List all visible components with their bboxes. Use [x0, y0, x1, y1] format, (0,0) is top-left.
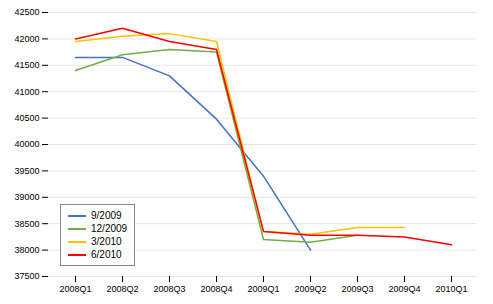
svg-text:39500: 39500	[14, 166, 39, 176]
svg-text:2009Q1: 2009Q1	[247, 284, 279, 294]
svg-text:42000: 42000	[14, 34, 39, 44]
svg-text:38000: 38000	[14, 245, 39, 255]
html-text:12/2009: 12/2009	[91, 223, 128, 234]
html-text:3/2010: 3/2010	[91, 236, 122, 247]
svg-text:40000: 40000	[14, 139, 39, 149]
svg-text:37500: 37500	[14, 271, 39, 281]
svg-text:41000: 41000	[14, 87, 39, 97]
svg-text:38500: 38500	[14, 219, 39, 229]
svg-text:39000: 39000	[14, 192, 39, 202]
svg-text:2009Q2: 2009Q2	[294, 284, 326, 294]
html-text:6/2010: 6/2010	[91, 249, 122, 260]
html-text:9/2009: 9/2009	[91, 210, 122, 221]
svg-text:2010Q1: 2010Q1	[435, 284, 467, 294]
svg-text:2008Q4: 2008Q4	[200, 284, 232, 294]
svg-text:2009Q4: 2009Q4	[388, 284, 420, 294]
svg-text:2008Q2: 2008Q2	[106, 284, 138, 294]
svg-text:42500: 42500	[14, 7, 39, 17]
svg-text:2008Q3: 2008Q3	[153, 284, 185, 294]
svg-text:40500: 40500	[14, 113, 39, 123]
svg-text:2009Q3: 2009Q3	[341, 284, 373, 294]
svg-text:2008Q1: 2008Q1	[59, 284, 91, 294]
svg-text:41500: 41500	[14, 60, 39, 70]
